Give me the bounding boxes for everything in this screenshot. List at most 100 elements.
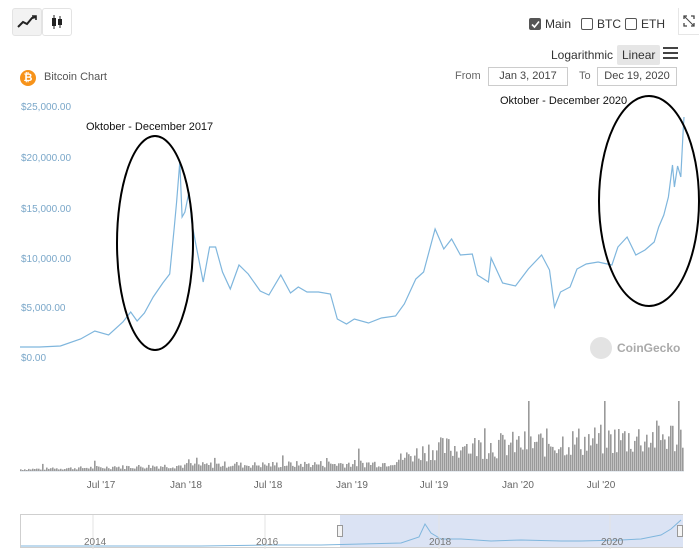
volume-bar [482, 458, 484, 471]
volume-bar [290, 462, 292, 471]
volume-bar [594, 427, 596, 471]
volume-bar [246, 465, 248, 471]
volume-bar [40, 469, 42, 471]
volume-bar [374, 461, 376, 471]
volume-bar [484, 428, 486, 471]
volume-bar [632, 451, 634, 471]
volume-bar [584, 436, 586, 471]
volume-bar [538, 434, 540, 471]
volume-bar [422, 446, 424, 471]
volume-bar [356, 466, 358, 471]
volume-bar [338, 463, 340, 471]
volume-bar [110, 469, 112, 471]
volume-bar [256, 465, 258, 471]
series-toggle-main[interactable]: Main [529, 17, 571, 31]
volume-bar [320, 461, 322, 471]
scale-linear[interactable]: Linear [617, 45, 661, 65]
volume-bar [382, 463, 384, 471]
volume-bar [456, 451, 458, 471]
navigator-handle-left[interactable] [337, 525, 343, 537]
navigator[interactable] [20, 514, 683, 549]
volume-bar [116, 467, 118, 471]
volume-bar [204, 464, 206, 471]
navigator-selection[interactable] [340, 515, 683, 547]
volume-bar [420, 460, 422, 471]
volume-bar [548, 443, 550, 471]
volume-bar [508, 444, 510, 471]
series-toggle-btc[interactable]: BTC [581, 17, 621, 31]
volume-bar [166, 467, 168, 471]
volume-bar [304, 461, 306, 471]
volume-bar [176, 466, 178, 471]
volume-bar [208, 465, 210, 471]
from-date-input[interactable]: Jan 3, 2017 [488, 67, 568, 86]
hamburger-menu-icon [663, 47, 678, 59]
candlestick-button[interactable] [42, 8, 72, 36]
volume-bar [196, 457, 198, 471]
volume-bar [162, 466, 164, 471]
series-toggle-eth[interactable]: ETH [625, 17, 665, 31]
volume-bar [328, 461, 330, 471]
volume-bar [426, 461, 428, 471]
volume-bar [154, 466, 156, 471]
volume-bar [458, 457, 460, 471]
volume-bar [194, 463, 196, 471]
volume-bar [572, 431, 574, 471]
volume-bar [346, 464, 348, 471]
volume-bar [50, 468, 52, 471]
volume-bar [318, 464, 320, 471]
volume-bar [342, 463, 344, 471]
volume-bar [608, 430, 610, 471]
volume-bar [550, 446, 552, 471]
volume-bar [282, 455, 284, 471]
volume-bar [164, 464, 166, 471]
volume-bar [244, 465, 246, 471]
volume-bar [414, 455, 416, 471]
volume-bar [300, 463, 302, 471]
checkbox-btc[interactable] [581, 18, 593, 30]
volume-bar [460, 450, 462, 471]
expand-button[interactable] [678, 8, 699, 35]
volume-bar [92, 468, 94, 471]
volume-bar [234, 463, 236, 471]
volume-bar [454, 446, 456, 471]
checkbox-main[interactable] [529, 18, 541, 30]
volume-bar [668, 436, 670, 471]
from-label: From [455, 70, 481, 82]
volume-bar [28, 468, 30, 471]
volume-bar [430, 460, 432, 471]
volume-bar [410, 456, 412, 471]
volume-bar [530, 436, 532, 471]
volume-bar [582, 454, 584, 471]
volume-bar [26, 470, 28, 471]
volume-bar [358, 448, 360, 471]
volume-bar [534, 442, 536, 471]
volume-bar [394, 464, 396, 471]
volume-bar [526, 449, 528, 471]
volume-bar [552, 446, 554, 471]
volume-bar [588, 434, 590, 471]
volume-bar [238, 465, 240, 471]
volume-bar [390, 465, 392, 471]
to-date-input[interactable]: Dec 19, 2020 [597, 67, 677, 86]
hamburger-menu-button[interactable] [663, 46, 679, 60]
volume-bar [440, 437, 442, 471]
line-chart-button[interactable] [12, 8, 42, 36]
volume-bar [476, 456, 478, 471]
volume-bar [302, 466, 304, 471]
volume-bar [654, 447, 656, 471]
volume-bar [492, 452, 494, 471]
volume-bar [192, 465, 194, 471]
x-tick-label: Jan '20 [502, 480, 534, 491]
navigator-handle-right[interactable] [677, 525, 683, 537]
volume-bar [498, 439, 500, 471]
volume-bar [94, 460, 96, 471]
scale-logarithmic[interactable]: Logarithmic [551, 48, 614, 62]
volume-bar [270, 466, 272, 471]
checkbox-eth[interactable] [625, 18, 637, 30]
volume-bar [80, 466, 82, 471]
volume-bar [324, 467, 326, 471]
series-toggle-label: BTC [597, 17, 621, 31]
volume-bar [606, 447, 608, 471]
